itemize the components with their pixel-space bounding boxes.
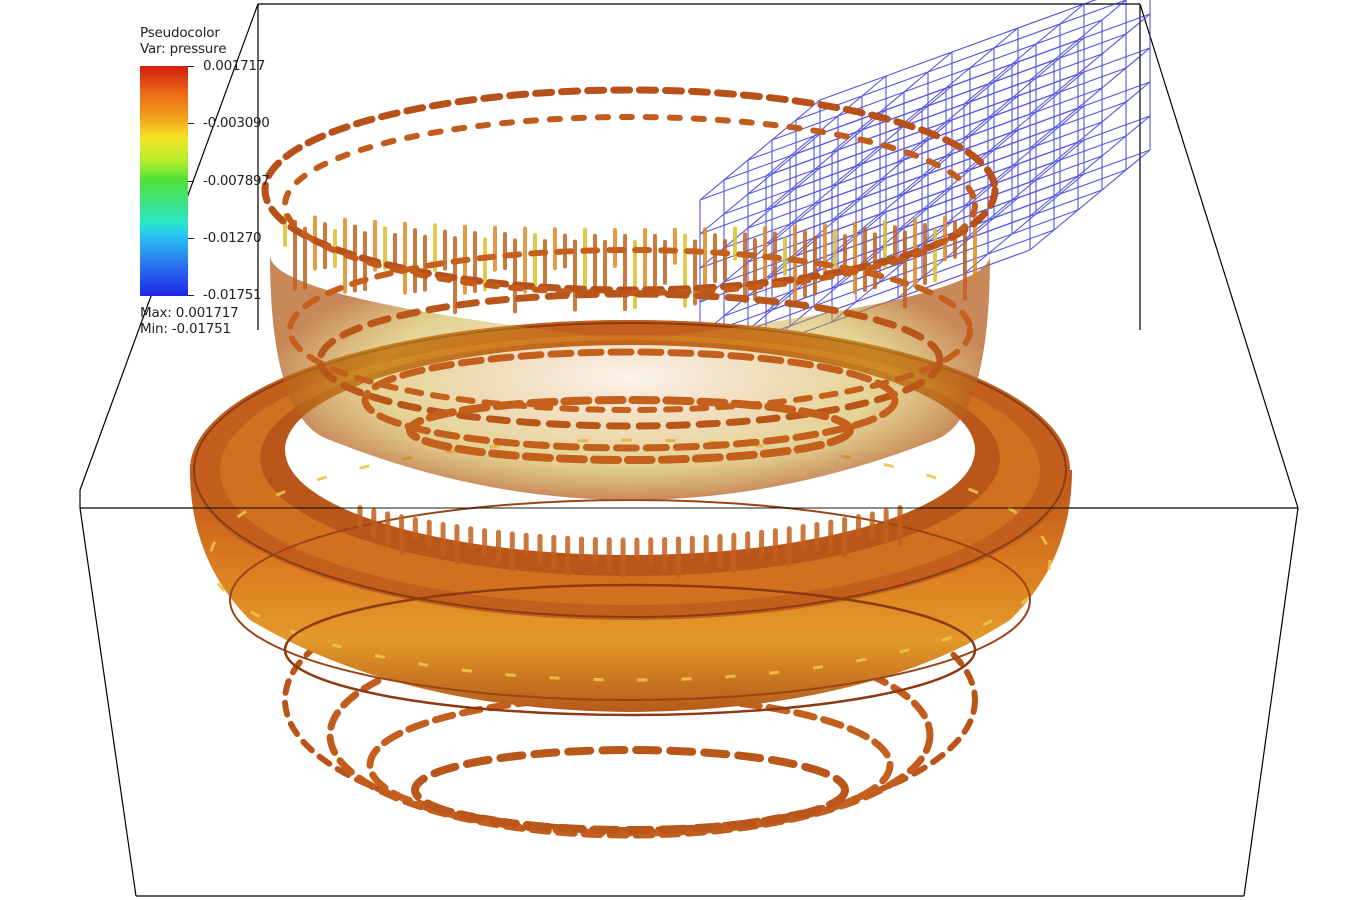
upper-isosurface-rings [261,86,999,464]
isosurface-ring [361,348,899,452]
colorbar-tick [188,181,194,182]
colorbar-tick-label: 0.001717 [203,58,266,74]
colorbar-tick-label: -0.01751 [203,287,262,303]
colorbar-tick [188,66,194,67]
legend-min: Min: -0.01751 [140,321,231,337]
isosurface-ring [411,746,849,834]
pseudocolor-legend: Pseudocolor Var: pressure 0.001717 -0.00… [140,24,300,344]
legend-max: Max: 0.001717 [140,305,239,321]
legend-title: Pseudocolor [140,25,220,41]
isosurface-ring [316,290,944,430]
colorbar-tick-label: -0.01270 [203,230,262,246]
legend-variable: Var: pressure [140,41,227,57]
colorbar-tick-label: -0.003090 [203,115,270,131]
colorbar-tick [188,238,194,239]
isosurface-ring [261,86,999,294]
isosurface-ring [282,114,978,296]
color-bar [140,66,188,296]
colorbar-tick-label: -0.007897 [203,173,270,189]
colorbar-tick [188,295,194,296]
colorbar-tick [188,123,194,124]
isosurface-ring [287,247,973,413]
isosurface-ring [406,396,854,464]
